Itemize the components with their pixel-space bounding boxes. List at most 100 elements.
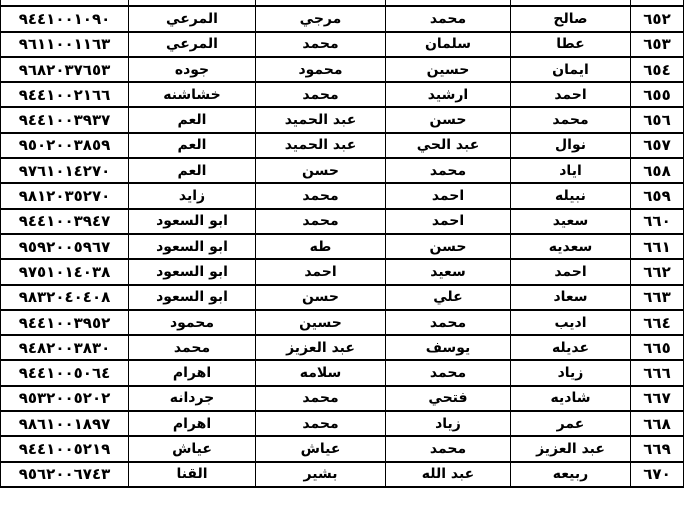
father-name-cell: سلمان — [385, 31, 511, 58]
table-row: ٦٥٢ صالح محمد مرجي المرعي ٩٤٤١٠٠١٠٩٠ — [0, 5, 684, 33]
father-name-cell: محمد — [385, 359, 511, 387]
names-table-container: ٦٥٢ صالح محمد مرجي المرعي ٩٤٤١٠٠١٠٩٠ ٦٥٣ عطا سلم… — [0, 0, 684, 488]
table-row: ٦٦٨ عمر زياد محمد اهرام ٩٨٦١٠٠١٨٩٧ — [0, 410, 684, 438]
first-name-cell: صالح — [510, 5, 631, 33]
table-row: ٦٦٠ سعيد احمد محمد ابو السعود ٩٤٤١٠٠٣٩٤٧ — [0, 208, 684, 235]
id-number-cell: ٩٤٤١٠٠٥٢١٩ — [0, 435, 129, 463]
table-row: ٦٦٥ عديله يوسف عبد العزيز محمد ٩٤٨٢٠٠٣٨٣٠ — [0, 334, 684, 362]
family-name-cell: جردانه — [128, 385, 256, 413]
first-name-cell: اياد — [510, 157, 631, 185]
serial-cell: ٦٥٢ — [630, 5, 684, 33]
family-name-cell: محمود — [128, 309, 256, 337]
grandfather-name-cell: محمود — [255, 56, 386, 84]
first-name-cell — [510, 0, 631, 8]
father-name-cell: عبد الحي — [385, 132, 511, 160]
table-row: ٦٥٦ محمد حسن عبد الحميد العم ٩٤٤١٠٠٣٩٣٧ — [0, 106, 684, 134]
first-name-cell: زياد — [510, 359, 631, 387]
father-name-cell: حسين — [385, 56, 511, 84]
serial-cell — [630, 0, 684, 8]
father-name-cell: ارشيد — [385, 81, 511, 109]
serial-cell: ٦٦٢ — [630, 258, 684, 286]
serial-cell: ٦٦٣ — [630, 284, 684, 311]
table-row: ٦٥٩ نبيله احمد محمد زايد ٩٨١٢٠٣٥٢٧٠ — [0, 182, 684, 210]
family-name-cell: اهرام — [128, 359, 256, 387]
father-name-cell: محمد — [385, 435, 511, 463]
table-row: ٦٧٠ ربيعه عبد الله بشير القنا ٩٥٦٢٠٠٦٧٤٣ — [0, 461, 684, 488]
first-name-cell: عمر — [510, 410, 631, 438]
family-name-cell: ابو السعود — [128, 208, 256, 235]
table-row: ٦٥٨ اياد محمد حسن العم ٩٧٦١٠١٤٢٧٠ — [0, 157, 684, 185]
family-name-cell: اهرام — [128, 410, 256, 438]
serial-cell: ٦٦٧ — [630, 385, 684, 413]
table-row: ٦٥٤ ايمان حسين محمود جوده ٩٦٨٢٠٣٧٦٥٣ — [0, 56, 684, 84]
father-name-cell: احمد — [385, 182, 511, 210]
first-name-cell: نوال — [510, 132, 631, 160]
id-number-cell: ٩٧٥١٠١٤٠٣٨ — [0, 258, 129, 286]
grandfather-name-cell: محمد — [255, 81, 386, 109]
grandfather-name-cell: محمد — [255, 182, 386, 210]
grandfather-name-cell: عبد العزيز — [255, 334, 386, 362]
first-name-cell: اديب — [510, 309, 631, 337]
id-number-cell — [0, 0, 129, 8]
id-number-cell: ٩٤٤١٠٠١٠٩٠ — [0, 5, 129, 33]
table-row: ٦٥٧ نوال عبد الحي عبد الحميد العم ٩٥٠٢٠٠٣٨٥٩ — [0, 132, 684, 160]
grandfather-name-cell: مرجي — [255, 5, 386, 33]
father-name-cell — [385, 0, 511, 8]
table-row: ٦٦٣ سعاد علي حسن ابو السعود ٩٨٣٢٠٤٠٤٠٨ — [0, 284, 684, 311]
father-name-cell: علي — [385, 284, 511, 311]
serial-cell: ٦٦٠ — [630, 208, 684, 235]
father-name-cell: عبد الله — [385, 461, 511, 488]
father-name-cell: محمد — [385, 157, 511, 185]
id-number-cell: ٩٥٠٢٠٠٣٨٥٩ — [0, 132, 129, 160]
family-name-cell — [128, 0, 256, 8]
serial-cell: ٦٦٨ — [630, 410, 684, 438]
first-name-cell: شاديه — [510, 385, 631, 413]
first-name-cell: محمد — [510, 106, 631, 134]
id-number-cell: ٩٤٨٢٠٠٣٨٣٠ — [0, 334, 129, 362]
serial-cell: ٦٥٣ — [630, 31, 684, 58]
first-name-cell: عطا — [510, 31, 631, 58]
table-row: ٦٦٢ احمد سعيد احمد ابو السعود ٩٧٥١٠١٤٠٣٨ — [0, 258, 684, 286]
family-name-cell: محمد — [128, 334, 256, 362]
first-name-cell: احمد — [510, 258, 631, 286]
grandfather-name-cell: بشير — [255, 461, 386, 488]
id-number-cell: ٩٤٤١٠٠٣٩٥٢ — [0, 309, 129, 337]
father-name-cell: سعيد — [385, 258, 511, 286]
grandfather-name-cell: عبد الحميد — [255, 106, 386, 134]
family-name-cell: القنا — [128, 461, 256, 488]
father-name-cell: فتحي — [385, 385, 511, 413]
id-number-cell: ٩٧٦١٠١٤٢٧٠ — [0, 157, 129, 185]
first-name-cell: ربيعه — [510, 461, 631, 488]
grandfather-name-cell: احمد — [255, 258, 386, 286]
grandfather-name-cell: سلامه — [255, 359, 386, 387]
id-number-cell: ٩٤٤١٠٠٣٩٣٧ — [0, 106, 129, 134]
family-name-cell: عياش — [128, 435, 256, 463]
first-name-cell: سعيد — [510, 208, 631, 235]
serial-cell: ٦٦٥ — [630, 334, 684, 362]
family-name-cell: ابو السعود — [128, 258, 256, 286]
first-name-cell: سعاد — [510, 284, 631, 311]
grandfather-name-cell: عبد الحميد — [255, 132, 386, 160]
family-name-cell: خشاشنه — [128, 81, 256, 109]
table-row: ٦٦٧ شاديه فتحي محمد جردانه ٩٥٣٢٠٠٥٢٠٢ — [0, 385, 684, 413]
id-number-cell: ٩٥٦٢٠٠٦٧٤٣ — [0, 461, 129, 488]
family-name-cell: ابو السعود — [128, 233, 256, 261]
serial-cell: ٦٥٤ — [630, 56, 684, 84]
grandfather-name-cell: محمد — [255, 385, 386, 413]
father-name-cell: حسن — [385, 233, 511, 261]
serial-cell: ٦٦٦ — [630, 359, 684, 387]
serial-cell: ٦٥٩ — [630, 182, 684, 210]
serial-cell: ٦٥٧ — [630, 132, 684, 160]
id-number-cell: ٩٤٤١٠٠٢١٦٦ — [0, 81, 129, 109]
first-name-cell: عبد العزيز — [510, 435, 631, 463]
serial-cell: ٦٥٥ — [630, 81, 684, 109]
id-number-cell: ٩٥٩٢٠٠٥٩٦٧ — [0, 233, 129, 261]
grandfather-name-cell — [255, 0, 386, 8]
table-row: ٦٦١ سعديه حسن طه ابو السعود ٩٥٩٢٠٠٥٩٦٧ — [0, 233, 684, 261]
id-number-cell: ٩٦٨٢٠٣٧٦٥٣ — [0, 56, 129, 84]
grandfather-name-cell: طه — [255, 233, 386, 261]
grandfather-name-cell: محمد — [255, 31, 386, 58]
family-name-cell: العم — [128, 132, 256, 160]
first-name-cell: نبيله — [510, 182, 631, 210]
table-row: ٦٥٣ عطا سلمان محمد المرعي ٩٦١١٠٠١١٦٣ — [0, 31, 684, 58]
